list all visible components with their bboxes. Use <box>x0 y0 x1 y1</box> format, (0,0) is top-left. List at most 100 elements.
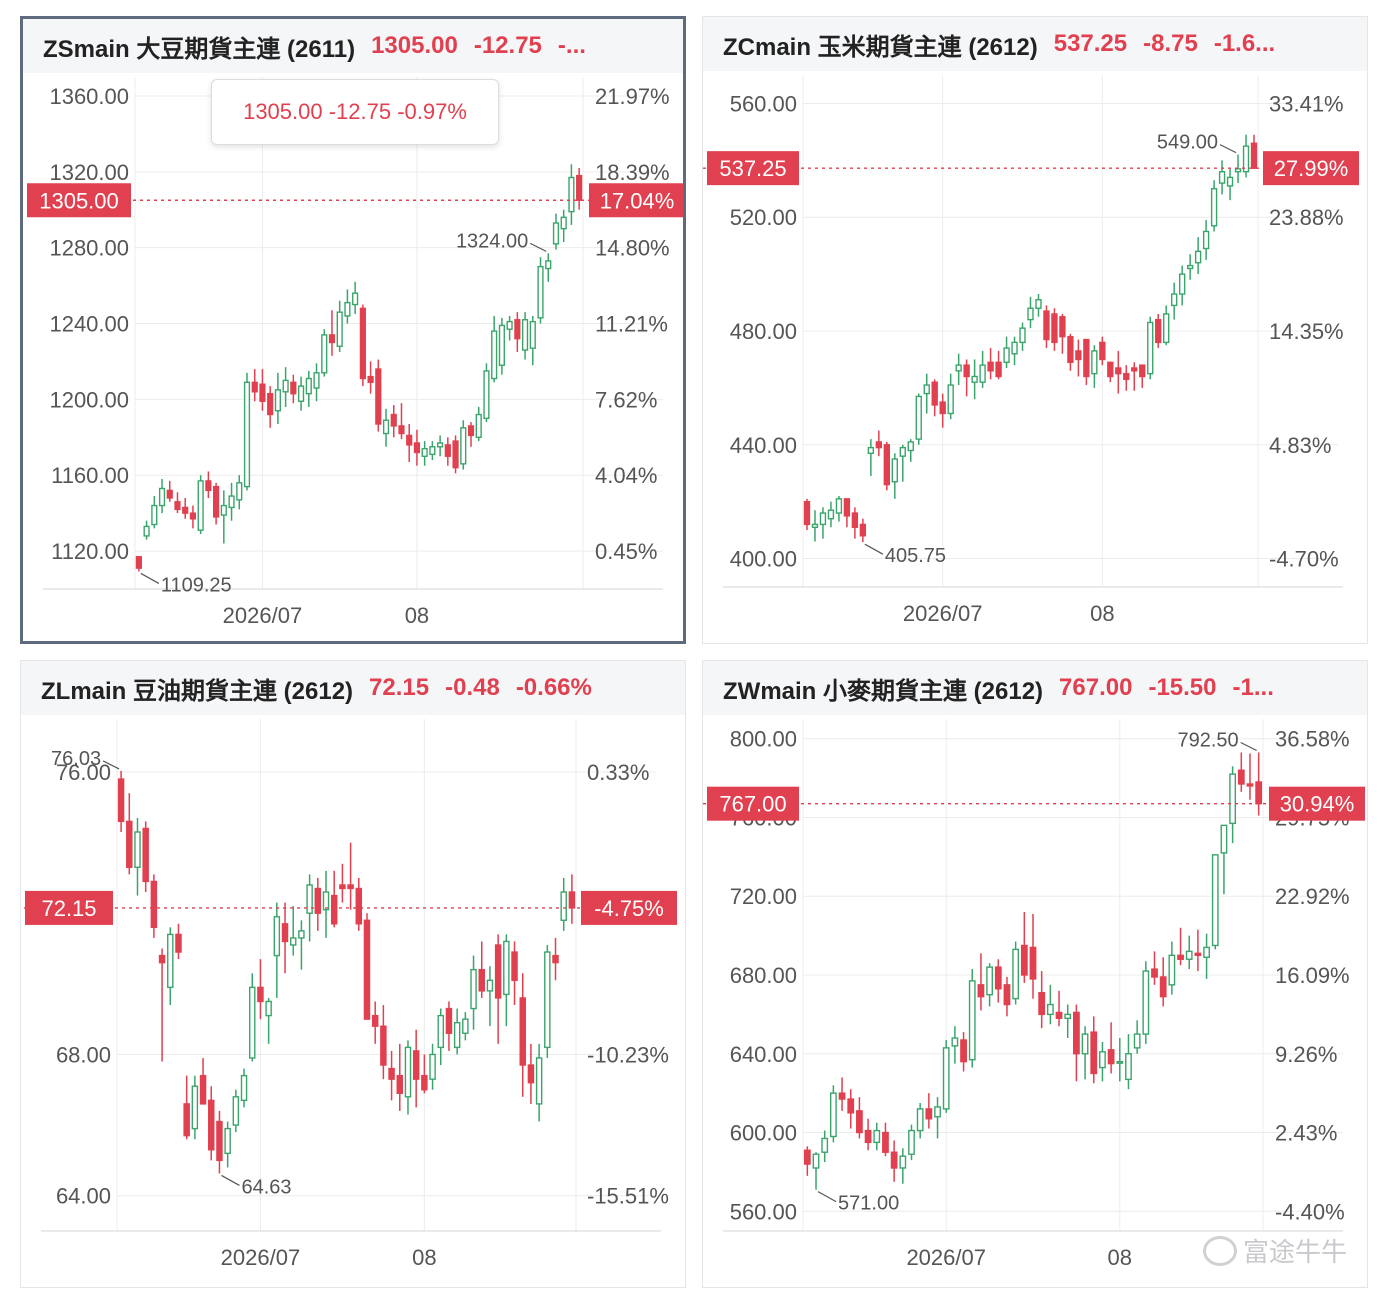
candle-body <box>1073 1011 1080 1055</box>
chart-panel-zc[interactable]: ZCmain 玉米期貨主連 (2612) 537.25 -8.75 -1.6..… <box>702 16 1368 644</box>
candle <box>421 1054 428 1094</box>
candle <box>838 1077 846 1111</box>
candle-body <box>1210 188 1218 227</box>
candlestick-chart[interactable]: 560.00 33.41% 520.00 23.88% 480.00 14.35% 440.… <box>703 17 1367 643</box>
y-tick-label: 640.00 <box>730 1042 797 1067</box>
candle <box>336 300 343 352</box>
chart-panel-zw[interactable]: ZWmain 小麥期貨主連 (2612) 767.00 -15.50 -1...… <box>702 660 1368 1288</box>
pct-tick-label: 21.97% <box>595 84 670 109</box>
candle <box>314 877 322 931</box>
candle-body <box>498 324 505 366</box>
candle-body <box>208 1099 215 1151</box>
candle <box>1203 933 1210 979</box>
y-tick-label: 480.00 <box>730 319 797 344</box>
candle-body <box>363 919 371 1020</box>
candle <box>491 315 498 383</box>
candle-body <box>1234 168 1242 173</box>
candle <box>1107 361 1114 383</box>
candle <box>545 253 552 282</box>
candle <box>344 289 351 324</box>
price-change-pct: -1.6... <box>1213 30 1276 57</box>
high-marker-line <box>1240 741 1257 752</box>
candle <box>803 498 811 531</box>
candle <box>197 475 204 535</box>
candle-body <box>421 447 428 457</box>
candle-body <box>289 937 297 946</box>
candle <box>117 770 125 832</box>
candle-body <box>174 501 181 511</box>
candle-body <box>1107 1049 1115 1065</box>
candle-body <box>1067 335 1074 363</box>
candle-body <box>453 1021 461 1049</box>
candle <box>478 941 485 998</box>
candle-body <box>1142 970 1150 1035</box>
candle-body <box>963 364 970 378</box>
candle <box>371 1001 379 1044</box>
candle <box>899 444 906 482</box>
pct-tick-label: 7.62% <box>595 387 657 412</box>
y-tick-label: 520.00 <box>730 205 797 230</box>
candle-body <box>527 1064 535 1084</box>
candle-body <box>979 364 986 383</box>
candle <box>544 944 551 1058</box>
candle <box>1003 976 1011 1017</box>
candle-body <box>126 820 133 869</box>
candle <box>867 439 875 477</box>
candle <box>243 372 251 491</box>
candlestick-chart[interactable]: 1360.00 21.97% 1320.00 18.39% 1280.00 14.80% 1… <box>23 19 683 641</box>
chart-panel-zl[interactable]: ZLmain 豆油期貨主連 (2612) 72.15 -0.48 -0.66% … <box>20 660 686 1288</box>
candle <box>1246 753 1254 800</box>
candle <box>404 1040 412 1115</box>
candle-body <box>1185 950 1193 960</box>
candlestick-chart[interactable]: 800.0036.58%760.0029.75%720.0022.92%680.… <box>703 661 1367 1287</box>
candle <box>1083 338 1090 386</box>
candle-body <box>167 933 174 989</box>
candle <box>1046 984 1054 1025</box>
candle-body <box>216 1120 223 1162</box>
candle-body <box>355 887 363 925</box>
pct-tick-label: 18.39% <box>595 160 670 185</box>
candle <box>1043 305 1050 349</box>
candle <box>1194 929 1202 972</box>
candle-body <box>908 1129 915 1155</box>
candle <box>143 520 150 540</box>
price-change-pct: -0.66% <box>515 674 592 701</box>
candle-body <box>322 891 330 911</box>
candle-body <box>117 778 125 823</box>
candle-body <box>478 969 485 992</box>
candle-body <box>568 891 576 909</box>
candlestick-chart[interactable]: 76.00 0.33% 68.00 -10.23% 64.00 -15.51% 2026/0… <box>21 661 685 1287</box>
candle-body <box>1163 313 1170 344</box>
pct-tick-label: -15.51% <box>587 1184 669 1209</box>
candle <box>339 863 346 903</box>
candle <box>429 441 436 461</box>
candle-body <box>328 334 336 344</box>
candle-body <box>899 446 906 457</box>
candle <box>1038 971 1046 1029</box>
candle-body <box>521 319 529 351</box>
last-pct-tag <box>581 890 677 925</box>
y-tick-label: 64.00 <box>56 1184 111 1209</box>
chart-panel-zs[interactable]: ZSmain 大豆期貨主連 (2611) 1305.00 -12.75 -...… <box>20 16 686 644</box>
candle-body <box>838 1092 846 1100</box>
candle <box>390 405 397 438</box>
candle <box>821 1130 829 1163</box>
candle-body <box>1090 1031 1098 1075</box>
candle <box>963 359 970 397</box>
candle <box>421 441 428 466</box>
candle <box>150 874 158 938</box>
candle <box>396 1043 404 1111</box>
candle <box>1075 339 1082 377</box>
candle-body <box>1055 1011 1063 1020</box>
candle-body <box>166 489 173 499</box>
candle-body <box>142 827 149 883</box>
candle <box>328 310 336 356</box>
candle <box>1229 766 1237 844</box>
candle-body <box>851 512 859 528</box>
candle <box>289 906 297 956</box>
last-pct-tag-label: 30.94% <box>1280 792 1355 817</box>
candle <box>274 372 281 425</box>
candle <box>1194 237 1202 275</box>
candle <box>498 317 505 375</box>
candle <box>1067 333 1074 371</box>
